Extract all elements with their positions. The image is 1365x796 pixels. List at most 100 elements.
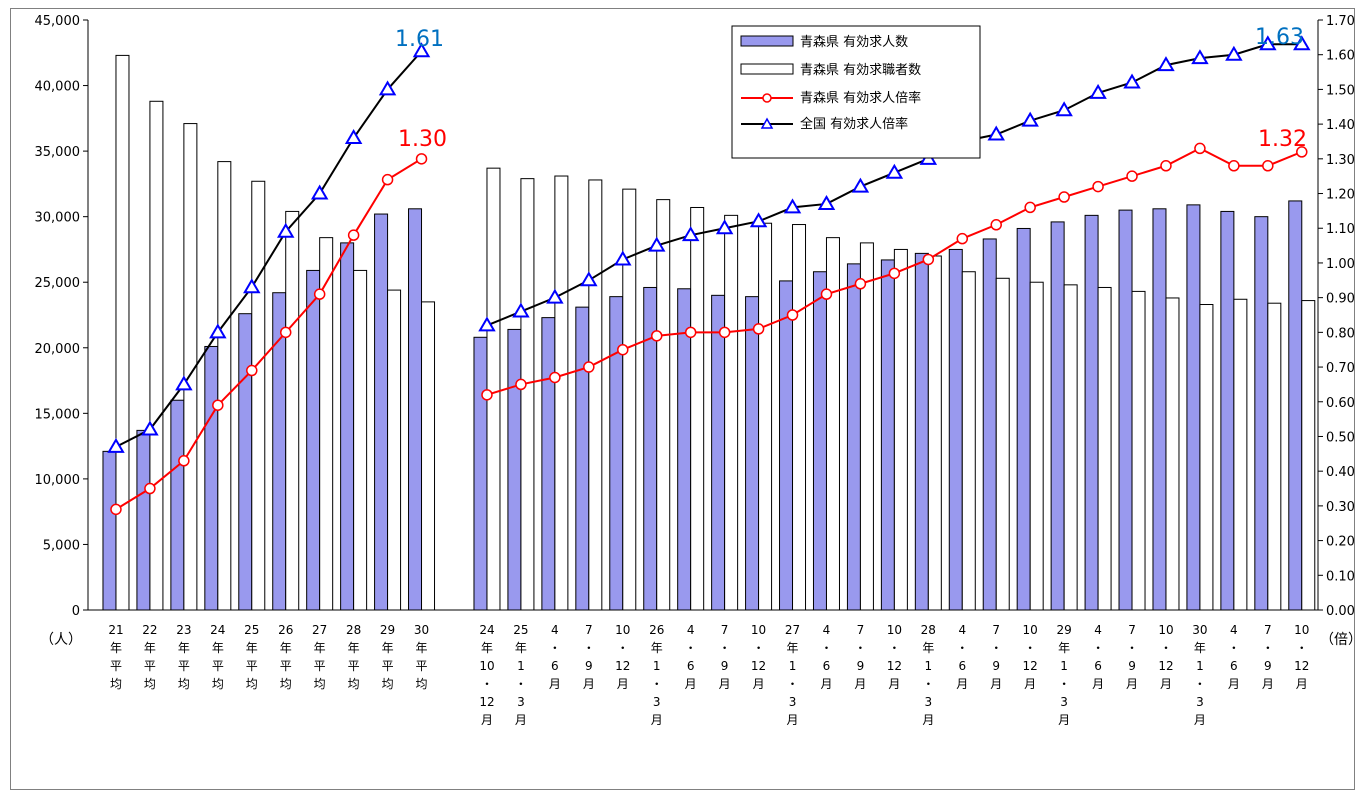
x-tick-label: ・ (922, 677, 934, 691)
right-tick-label: 0.70 (1326, 361, 1355, 376)
x-tick-label: 均 (246, 677, 258, 691)
point-aomori-ratio (1126, 170, 1138, 182)
point-national-ratio (209, 323, 227, 339)
point-national-ratio (378, 80, 397, 96)
point-national-ratio (851, 177, 870, 193)
x-tick-label: 6 (823, 659, 831, 673)
x-tick-label: 均 (382, 677, 394, 691)
point-aomori-ratio (381, 173, 394, 186)
point-aomori-ratio (990, 219, 1002, 231)
bar-applicants (588, 179, 603, 611)
bars (102, 54, 1316, 611)
x-tick-label: 12 (615, 659, 630, 673)
x-tick-label: 3 (517, 695, 525, 709)
point-national-ratio (1293, 35, 1311, 51)
x-tick-label: 平 (382, 659, 394, 673)
lines (107, 35, 1311, 516)
left-tick-label: 30,000 (35, 211, 81, 226)
bar-applicants (893, 248, 908, 611)
bar-openings (846, 263, 861, 611)
x-tick-label: 年 (515, 641, 527, 655)
x-tick-label: ・ (719, 641, 731, 655)
point-national-ratio (412, 42, 431, 58)
point-national-ratio (614, 250, 632, 266)
bar-openings (812, 271, 827, 611)
point-aomori-ratio (1262, 160, 1274, 172)
x-tick-label: 年 (246, 641, 258, 655)
point-aomori-ratio (313, 288, 326, 300)
bar-applicants (825, 237, 840, 611)
bar-applicants (1199, 304, 1214, 611)
right-tick-label: 1.60 (1326, 49, 1355, 64)
x-tick-label: 21 (108, 623, 123, 637)
left-axis-unit: （人） (40, 632, 82, 648)
point-national-ratio (1089, 83, 1107, 99)
point-national-ratio (1123, 73, 1141, 89)
annotation-national-30: 1.61 (395, 27, 444, 52)
line-national-ratio (115, 50, 423, 448)
right-tick-label: 1.40 (1326, 118, 1355, 133)
x-tick-label: 年 (1058, 641, 1070, 655)
right-tick-label: 0.10 (1326, 569, 1355, 584)
x-tick-label: 均 (144, 677, 156, 691)
x-tick-label: ・ (1126, 641, 1138, 655)
x-tick-label: ・ (617, 641, 629, 655)
bar-applicants (251, 180, 266, 611)
x-tick-label: 月 (1092, 677, 1104, 691)
right-tick-label: 0.30 (1326, 500, 1355, 515)
x-tick-label: 24 (479, 623, 494, 637)
x-tick-label: 月 (685, 677, 697, 691)
bar-openings (745, 296, 760, 611)
right-tick-label: 1.50 (1326, 83, 1355, 98)
x-tick-label: 平 (212, 659, 224, 673)
x-tick-label: 月 (617, 677, 629, 691)
x-tick-label: 月 (1058, 713, 1070, 727)
point-national-ratio (512, 302, 530, 318)
x-tick-label: 29 (380, 623, 395, 637)
x-tick-label: 年 (280, 641, 292, 655)
legend-label-national: 全国 有効求人倍率 (800, 116, 908, 132)
x-tick-label: 平 (280, 659, 292, 673)
x-tick-label: 1 (789, 659, 797, 673)
bar-applicants (792, 224, 807, 611)
x-tick-label: 25 (513, 623, 528, 637)
x-tick-label: 10 (479, 659, 494, 673)
x-tick-label: 6 (958, 659, 966, 673)
x-tick-label: 月 (888, 677, 900, 691)
point-aomori-ratio (854, 278, 867, 290)
point-aomori-ratio (415, 153, 428, 165)
point-national-ratio (546, 288, 564, 304)
legend-label-openings: 青森県 有効求人数 (800, 35, 908, 50)
x-tick-label: 月 (1194, 713, 1206, 727)
x-tick-label: 23 (176, 623, 191, 637)
left-tick-label: 20,000 (35, 342, 81, 357)
bar-openings (711, 294, 726, 611)
point-national-ratio (817, 194, 836, 210)
point-national-ratio (478, 316, 496, 332)
bar-applicants (656, 199, 671, 611)
x-tick-label: 年 (314, 641, 326, 655)
x-tick-label: 月 (922, 713, 934, 727)
bar-openings (541, 317, 556, 611)
bar-openings (136, 429, 151, 611)
point-national-ratio (647, 236, 666, 252)
x-tick-label: ・ (1024, 641, 1036, 655)
point-aomori-ratio (178, 455, 190, 467)
x-tick-label: 6 (551, 659, 559, 673)
x-tick-label: 6 (1230, 659, 1238, 673)
x-tick-label: 月 (787, 713, 799, 727)
x-tick-label: 平 (314, 659, 326, 673)
x-tick-label: 9 (992, 659, 1000, 673)
bar-applicants (183, 123, 198, 611)
bar-openings (1084, 214, 1099, 611)
point-aomori-ratio (922, 253, 935, 266)
x-tick-label: 均 (178, 677, 190, 691)
x-tick-label: 30 (1192, 623, 1207, 637)
x-tick-label: 25 (244, 623, 259, 637)
point-national-ratio (276, 222, 295, 238)
x-tick-label: 6 (687, 659, 695, 673)
x-tick-label: 平 (178, 659, 190, 673)
x-tick-label: 平 (110, 659, 122, 673)
x-tick-label: 10 (1294, 623, 1309, 637)
x-tick-label: 月 (1228, 677, 1240, 691)
